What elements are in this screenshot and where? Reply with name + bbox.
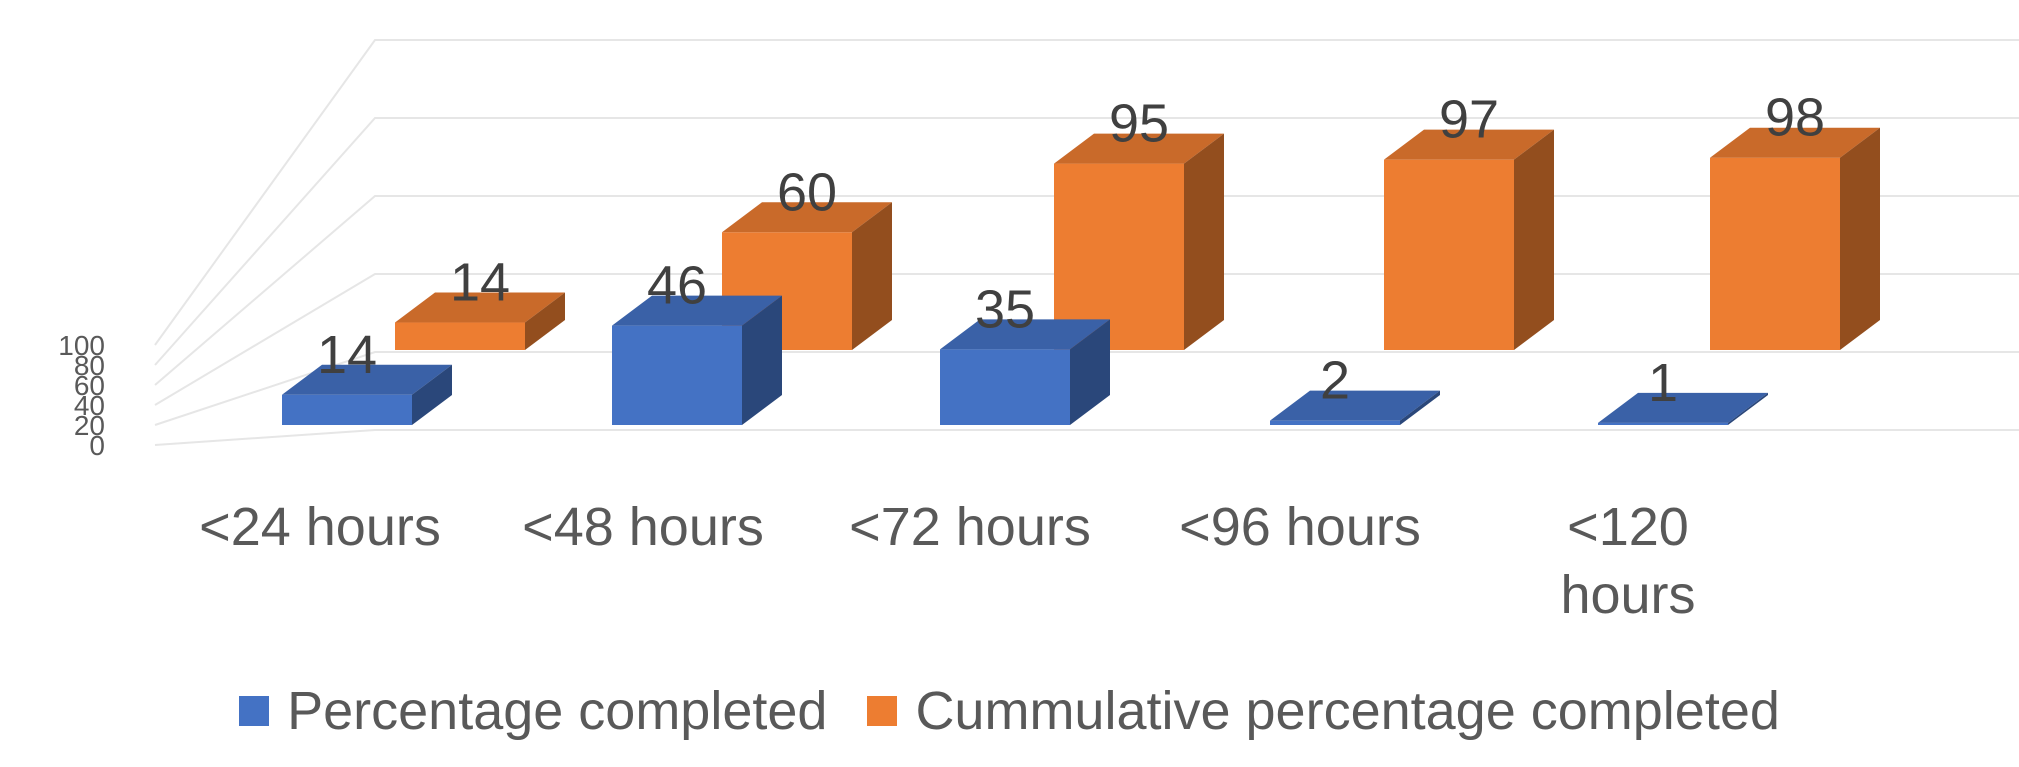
bar-front-face	[1598, 422, 1728, 425]
bar-side-face	[1400, 390, 1440, 425]
bar-top-face	[722, 202, 892, 233]
data-label-percentage: 1	[1648, 353, 1678, 413]
bar-front-face	[1270, 420, 1400, 425]
gridline	[154, 39, 2019, 346]
bar-front-face	[940, 349, 1070, 425]
bar-side-face	[525, 292, 565, 350]
legend-swatch-series-1	[867, 696, 898, 726]
bar-front-face	[612, 325, 742, 425]
data-label-cumulative: 97	[1439, 90, 1499, 150]
category-label: <72 hours	[849, 497, 1091, 557]
data-label-cumulative: 98	[1765, 88, 1825, 148]
data-label-percentage: 46	[647, 256, 707, 316]
bar-side-face	[1840, 127, 1880, 350]
bar-side-face	[1514, 129, 1554, 350]
series-front-bars	[282, 295, 1768, 425]
gridline	[154, 429, 2019, 446]
bar-percentage	[282, 364, 452, 425]
legend-label-series-1: Cummulative percentage completed	[915, 681, 1780, 741]
bar-top-face	[940, 319, 1110, 350]
data-label-cumulative: 60	[777, 162, 837, 222]
bar-top-face	[395, 292, 565, 323]
bar-top-face	[1710, 127, 1880, 158]
y-tick-label: 80	[74, 350, 105, 381]
bar-top-face	[1054, 133, 1224, 164]
category-label: hours	[1560, 565, 1695, 625]
bar-side-face	[1184, 133, 1224, 350]
bar-percentage	[940, 319, 1110, 425]
data-label-percentage: 14	[317, 325, 377, 385]
bar-cumulative	[395, 292, 565, 350]
series-back-bars	[395, 127, 1880, 350]
bar-side-face	[1070, 319, 1110, 425]
bar-cumulative	[1054, 133, 1224, 350]
bar-top-face	[1384, 129, 1554, 160]
legend-item-series-0: Percentage completed	[239, 680, 827, 742]
bar-top-face	[1270, 390, 1440, 421]
legend-item-series-1: Cummulative percentage completed	[867, 680, 1780, 742]
bar-percentage	[1270, 390, 1440, 425]
gridline	[154, 351, 2019, 426]
bar-front-face	[395, 322, 525, 350]
bar-front-face	[1054, 163, 1184, 350]
bar-cumulative	[1384, 129, 1554, 350]
legend-swatch-series-0	[239, 696, 270, 726]
y-tick-label: 40	[74, 390, 105, 421]
bar-cumulative	[1710, 127, 1880, 350]
bar-side-face	[1728, 392, 1768, 425]
y-tick-label: 20	[74, 410, 105, 441]
bar-front-face	[1710, 157, 1840, 350]
bar-top-face	[612, 295, 782, 326]
y-tick-label: 100	[58, 330, 105, 361]
data-label-cumulative: 95	[1109, 94, 1169, 154]
category-label: <120	[1567, 497, 1689, 557]
category-label: <96 hours	[1179, 497, 1421, 557]
legend: Percentage completed Cummulative percent…	[0, 680, 2019, 742]
gridline	[154, 117, 2019, 366]
bar-percentage	[1598, 392, 1768, 425]
bar-percentage	[612, 295, 782, 425]
category-label: <48 hours	[522, 497, 764, 557]
data-labels: 14 60 95 97 98 14 46 35 2 1	[317, 88, 1825, 413]
y-tick-label: 0	[89, 430, 105, 461]
bar-front-face	[282, 394, 412, 425]
y-tick-label: 60	[74, 370, 105, 401]
gridlines	[154, 39, 2019, 446]
data-label-cumulative: 14	[450, 253, 510, 313]
bar-side-face	[742, 295, 782, 425]
data-label-percentage: 2	[1320, 351, 1350, 411]
bar-front-face	[1384, 159, 1514, 350]
bar-side-face	[852, 202, 892, 350]
bar-top-face	[1598, 392, 1768, 423]
x-axis-categories: <24 hours <48 hours <72 hours <96 hours <120…	[199, 497, 1695, 625]
bar-top-face	[282, 364, 452, 395]
category-label: <24 hours	[199, 497, 441, 557]
bar-side-face	[412, 364, 452, 425]
legend-label-series-0: Percentage completed	[287, 681, 828, 741]
data-label-percentage: 35	[975, 279, 1035, 339]
